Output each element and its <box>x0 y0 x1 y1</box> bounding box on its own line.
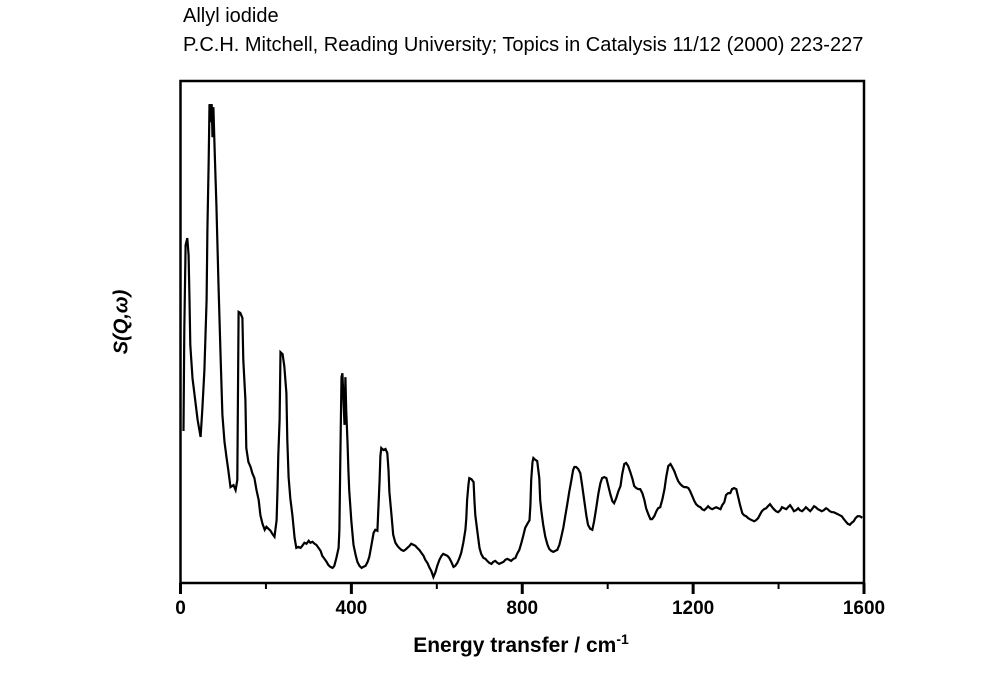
chart-title: Allyl iodide <box>183 5 279 27</box>
x-tick-label: 1200 <box>672 598 714 619</box>
plot-frame <box>179 79 866 585</box>
x-axis-label-text: Energy transfer / cm <box>413 634 617 657</box>
x-tick-label: 800 <box>506 598 538 619</box>
x-tick-label: 0 <box>175 598 186 619</box>
x-tick-label: 1600 <box>843 598 885 619</box>
spectrum-curve <box>182 104 863 581</box>
chart-subtitle: P.C.H. Mitchell, Reading University; Top… <box>183 34 864 56</box>
x-axis-label-superscript: -1 <box>616 631 629 647</box>
x-axis-label: Energy transfer / cm-1 <box>413 631 629 658</box>
x-tick-label: 400 <box>336 598 368 619</box>
